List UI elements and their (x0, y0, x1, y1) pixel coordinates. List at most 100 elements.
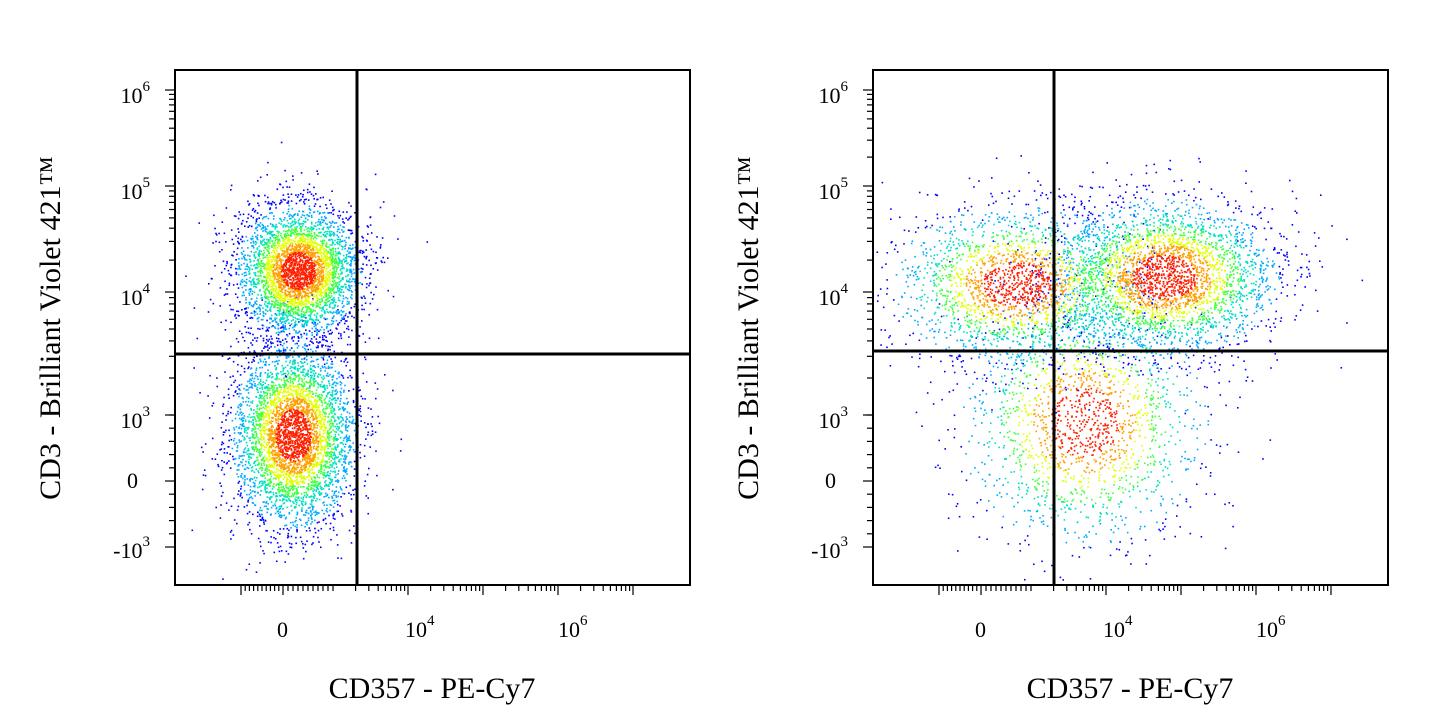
event-dot (387, 290, 389, 292)
event-dot (276, 321, 278, 323)
event-dot (225, 241, 227, 243)
event-dot (320, 473, 322, 475)
event-dot (256, 340, 258, 342)
event-dot (266, 339, 268, 341)
event-dot (333, 226, 335, 228)
event-dot (317, 323, 319, 325)
event-dot (254, 232, 256, 234)
event-dot (220, 305, 222, 307)
event-dot (280, 341, 282, 343)
event-dot (304, 369, 306, 371)
event-dot (321, 528, 323, 530)
event-dot (242, 459, 244, 461)
event-dot (258, 283, 260, 285)
event-dot (230, 267, 232, 269)
event-dot (346, 398, 348, 400)
event-dot (321, 345, 323, 347)
event-dot (314, 232, 316, 234)
event-dot (268, 269, 270, 271)
event-dot (237, 393, 239, 395)
event-dot (345, 313, 347, 315)
event-dot (249, 464, 251, 466)
event-dot (352, 489, 354, 491)
event-dot (247, 513, 249, 515)
event-dot (323, 339, 325, 341)
event-dot (248, 332, 250, 334)
event-dot (265, 520, 267, 522)
event-dot (263, 463, 265, 465)
event-dot (316, 229, 318, 231)
event-dot (254, 337, 256, 339)
event-dot (294, 223, 296, 225)
event-dot (246, 430, 248, 432)
event-dot (327, 445, 329, 447)
event-dot (278, 378, 280, 380)
event-dot (312, 480, 314, 482)
event-dot (349, 288, 351, 290)
event-dot (278, 332, 280, 334)
event-dot (291, 495, 293, 497)
event-dot (269, 301, 271, 303)
event-dot (275, 235, 277, 237)
event-dot (274, 326, 276, 328)
event-dot (282, 243, 284, 245)
event-dot (333, 530, 335, 532)
event-dot (367, 233, 369, 235)
event-dot (237, 371, 239, 373)
event-dot (324, 364, 326, 366)
event-dot (286, 391, 288, 393)
event-dot (229, 305, 231, 307)
event-dot (337, 426, 339, 428)
event-dot (237, 447, 239, 449)
event-dot (333, 494, 335, 496)
event-dot (263, 398, 265, 400)
event-dot (359, 250, 361, 252)
event-dot (255, 369, 257, 371)
event-dot (290, 382, 292, 384)
event-dot (257, 249, 259, 251)
event-dot (372, 430, 374, 432)
event-dot (256, 442, 258, 444)
event-dot (334, 457, 336, 459)
event-dot (345, 429, 347, 431)
event-dot (224, 268, 226, 270)
event-dot (286, 524, 288, 526)
event-dot (320, 547, 322, 549)
event-dot (306, 522, 308, 524)
event-dot (322, 357, 324, 359)
event-dot (330, 222, 332, 224)
event-dot (229, 273, 231, 275)
event-dot (267, 203, 269, 205)
event-dot (213, 215, 215, 217)
event-dot (252, 236, 254, 238)
event-dot (238, 457, 240, 459)
event-dot (372, 433, 374, 435)
event-dot (334, 263, 336, 265)
event-dot (361, 268, 363, 270)
event-dot (267, 377, 269, 379)
event-dot (334, 271, 336, 273)
event-dot (329, 311, 331, 313)
event-dot (347, 289, 349, 291)
event-dot (309, 231, 311, 233)
event-dot (350, 344, 352, 346)
event-dot (271, 496, 273, 498)
event-dot (326, 305, 328, 307)
event-dot (344, 456, 346, 458)
event-dot (314, 205, 316, 207)
event-dot (315, 193, 317, 195)
event-dot (346, 441, 348, 443)
event-dot (261, 408, 263, 410)
event-dot (334, 398, 336, 400)
event-dot (308, 507, 310, 509)
event-dot (262, 484, 264, 486)
event-dot (279, 481, 281, 483)
event-dot (325, 367, 327, 369)
event-dot (314, 480, 316, 482)
event-dot (305, 492, 307, 494)
event-dot (369, 446, 371, 448)
event-dot (257, 234, 259, 236)
event-dot (277, 302, 279, 304)
event-dot (295, 520, 297, 522)
event-dot (261, 419, 263, 421)
